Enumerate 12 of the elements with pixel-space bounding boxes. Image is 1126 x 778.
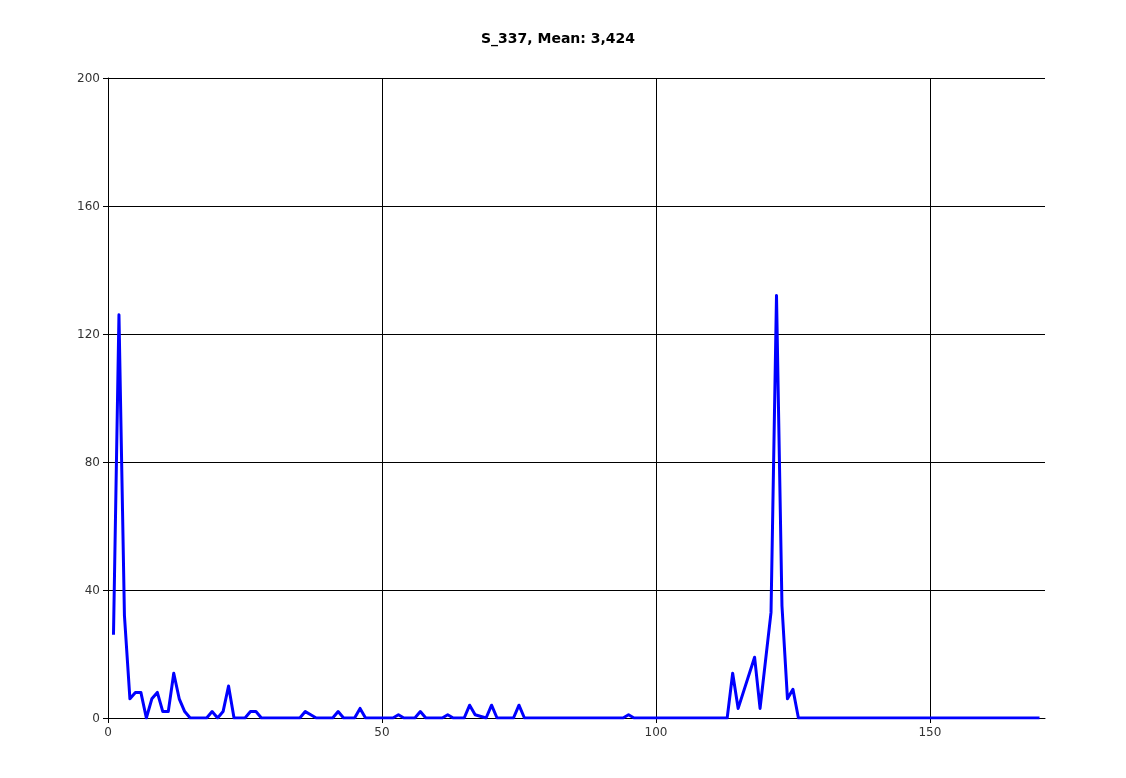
y-tick-label: 160 <box>77 199 100 213</box>
x-tick-label: 0 <box>104 725 112 739</box>
chart-title: S_337, Mean: 3,424 <box>480 30 636 47</box>
x-tick-label: 50 <box>374 725 390 739</box>
x-tick-label: 100 <box>644 725 668 739</box>
x-tick-label: 150 <box>918 725 942 739</box>
y-tick-label: 200 <box>77 71 100 85</box>
y-tick-label: 40 <box>84 583 100 597</box>
y-tick-label: 0 <box>92 711 100 725</box>
line-series <box>111 294 1042 720</box>
y-tick-label: 120 <box>77 327 100 341</box>
y-tick-label: 80 <box>84 455 100 469</box>
